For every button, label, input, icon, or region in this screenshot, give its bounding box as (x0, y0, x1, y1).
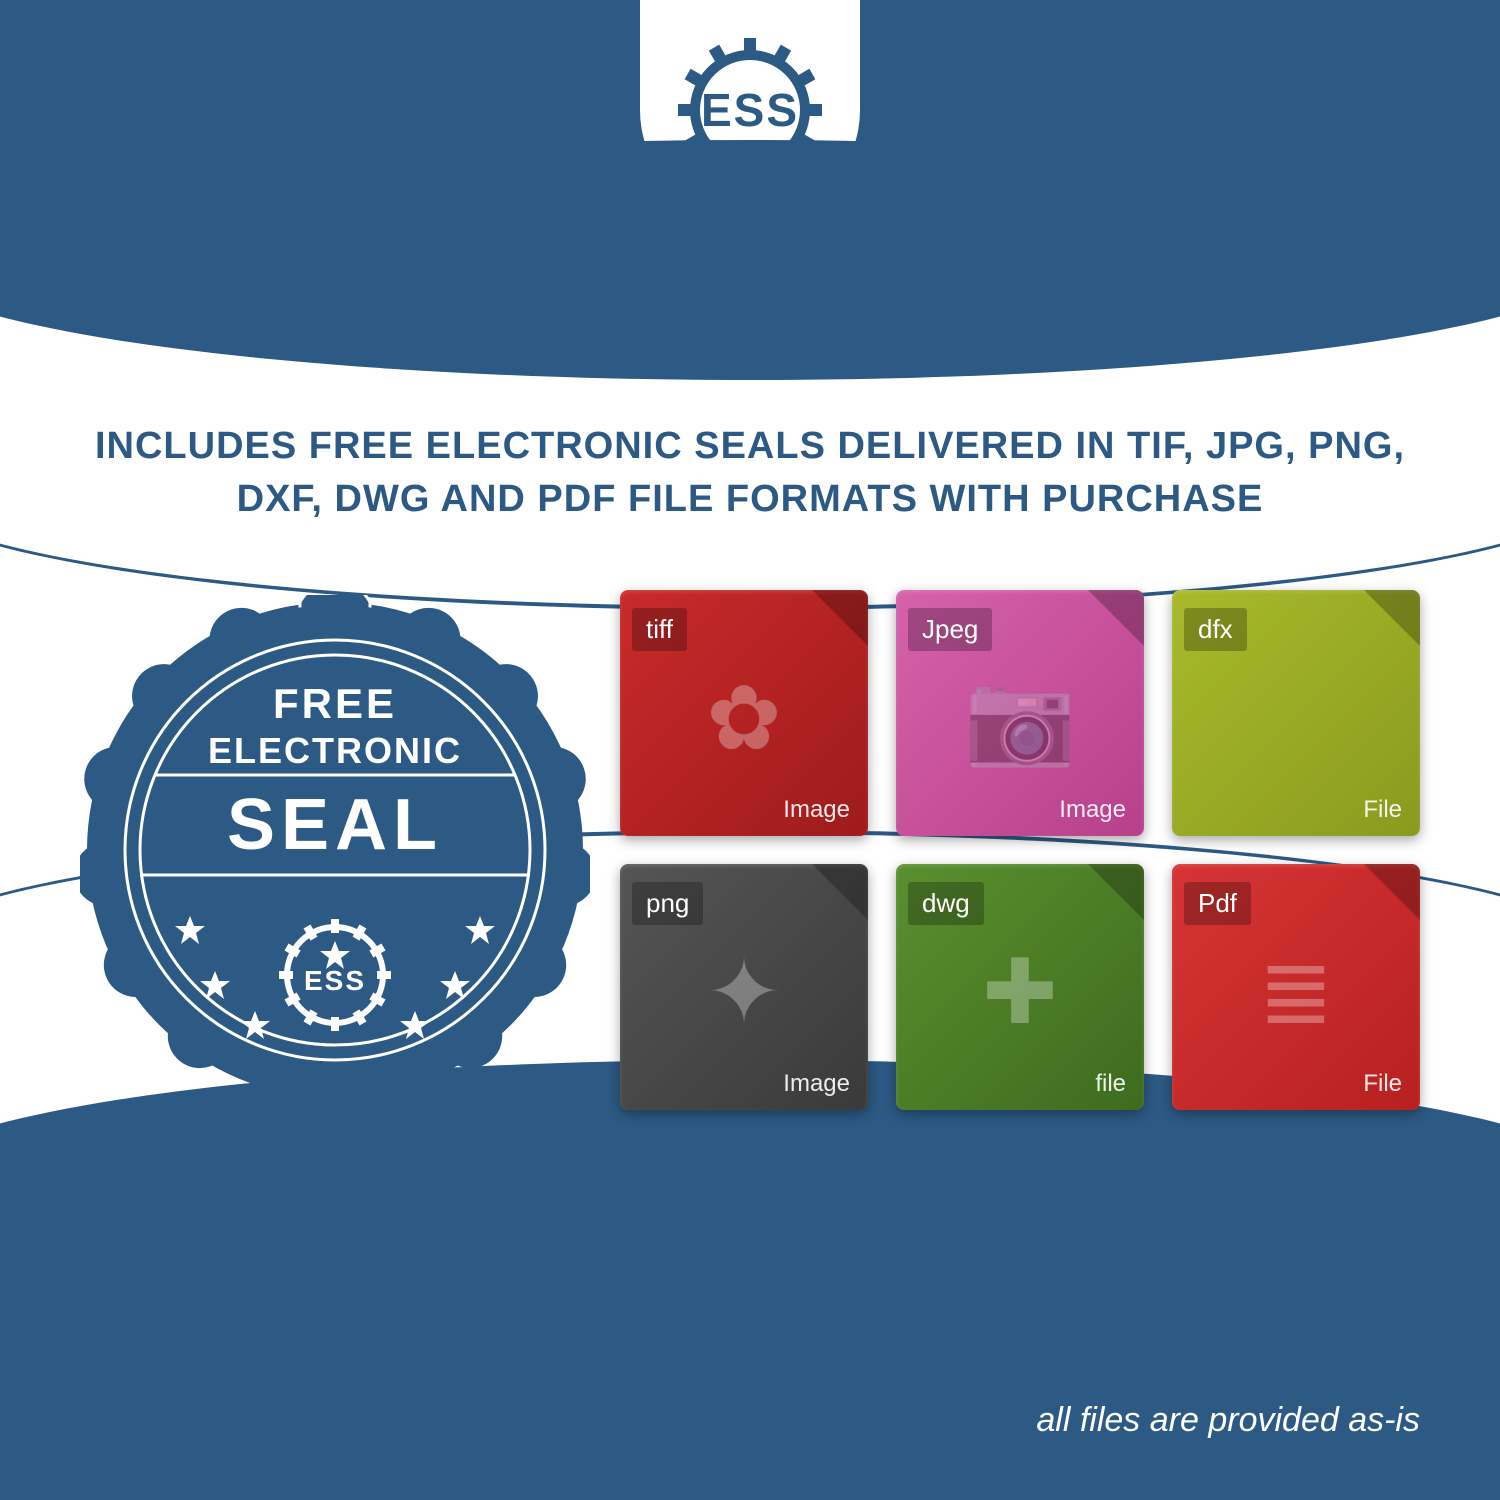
seal-line3: SEAL (80, 784, 590, 866)
seal-bottom-text: ESS (304, 965, 366, 997)
file-icon-pdf: Pdf≣ File (1172, 864, 1420, 1110)
seal-line2: ELECTRONIC (80, 730, 590, 772)
file-caption: file (1095, 1070, 1126, 1098)
file-ext-label: Pdf (1184, 882, 1251, 925)
file-caption: File (1363, 1070, 1402, 1098)
file-ext-label: png (632, 882, 703, 925)
file-fold-icon (812, 590, 868, 646)
file-glyph-icon: ✦ (706, 940, 781, 1045)
file-caption: File (1363, 796, 1402, 824)
file-fold-icon (1364, 590, 1420, 646)
file-fold-icon (812, 864, 868, 920)
file-icon-jpeg: Jpeg 📷 Image (896, 590, 1144, 836)
headline-text: INCLUDES FREE ELECTRONIC SEALS DELIVERED… (75, 420, 1425, 526)
footer-disclaimer: all files are provided as-is (1036, 1401, 1420, 1440)
file-fold-icon (1088, 590, 1144, 646)
file-icon-dfx: dfx File (1172, 590, 1420, 836)
file-format-grid: tiff✿ImageJpeg📷ImagedfxFilepng✦Imagedwg✚… (620, 590, 1420, 1110)
file-icon-dwg: dwg ✚ file (896, 864, 1144, 1110)
seal-text-block: FREE ELECTRONIC SEAL (80, 680, 590, 866)
file-fold-icon (1088, 864, 1144, 920)
content-panel: INCLUDES FREE ELECTRONIC SEALS DELIVERED… (0, 260, 1500, 1180)
file-caption: Image (1059, 796, 1126, 824)
file-caption: Image (783, 1070, 850, 1098)
file-fold-icon (1364, 864, 1420, 920)
content-row: FREE ELECTRONIC SEAL ESS tiff✿ImageJpeg📷… (80, 570, 1420, 1130)
seal-badge: FREE ELECTRONIC SEAL ESS (80, 595, 590, 1105)
file-icon-tiff: tiff ✿Image (620, 590, 868, 836)
seal-line1: FREE (80, 680, 590, 728)
file-ext-label: tiff (632, 608, 687, 651)
file-glyph-icon: ≣ (1258, 940, 1333, 1045)
file-ext-label: Jpeg (908, 608, 992, 651)
file-ext-label: dwg (908, 882, 984, 925)
file-icon-png: png✦Image (620, 864, 868, 1110)
file-caption: Image (783, 796, 850, 824)
file-glyph-icon: ✿ (706, 666, 781, 771)
file-ext-label: dfx (1184, 608, 1247, 651)
file-glyph-icon: 📷 (964, 666, 1076, 771)
logo-text: ESS (701, 83, 799, 137)
file-glyph-icon: ✚ (982, 940, 1057, 1045)
